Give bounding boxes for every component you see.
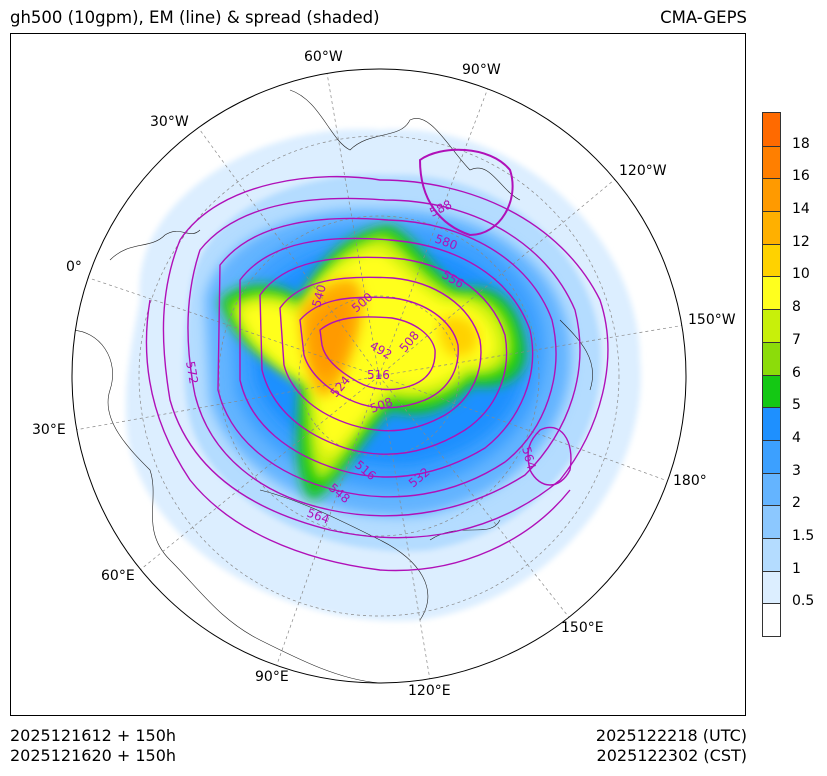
lon-label-120e: 120°E xyxy=(408,683,451,699)
colorbar-segment xyxy=(763,440,780,473)
colorbar-tick-label: 5 xyxy=(792,397,801,413)
colorbar-tick-label: 10 xyxy=(792,266,810,282)
valid-time-utc: 2025122218 (UTC) xyxy=(596,726,747,745)
lon-label-0: 0° xyxy=(66,259,82,275)
colorbar-segment xyxy=(763,309,780,342)
init-time-cst: 2025121620 + 150h xyxy=(10,746,176,765)
colorbar-segment xyxy=(763,375,780,408)
lon-label-180: 180° xyxy=(673,473,707,489)
init-time-utc: 2025121612 + 150h xyxy=(10,726,176,745)
colorbar xyxy=(762,112,781,637)
colorbar-segment xyxy=(763,178,780,211)
colorbar-tick-label: 16 xyxy=(792,168,810,184)
lon-label-150w: 150°W xyxy=(688,312,736,328)
colorbar-segment xyxy=(763,342,780,375)
colorbar-segment xyxy=(763,538,780,571)
colorbar-tick-label: 0.5 xyxy=(792,593,814,609)
lon-label-90w: 90°W xyxy=(462,62,501,78)
colorbar-segment xyxy=(763,211,780,244)
colorbar-tick-label: 3 xyxy=(792,463,801,479)
lon-label-60e: 60°E xyxy=(101,568,135,584)
colorbar-tick-label: 12 xyxy=(792,234,810,250)
lon-label-30w: 30°W xyxy=(150,114,189,130)
colorbar-segment xyxy=(763,407,780,440)
colorbar-segment xyxy=(763,113,780,146)
colorbar-segment xyxy=(763,244,780,277)
colorbar-tick-label: 4 xyxy=(792,430,801,446)
lon-label-30e: 30°E xyxy=(32,422,66,438)
colorbar-tick-label: 2 xyxy=(792,495,801,511)
colorbar-tick-label: 18 xyxy=(792,136,810,152)
colorbar-tick-label: 1.5 xyxy=(792,528,814,544)
polar-map: 588 580 556 540 500 492 508 516 524 508 … xyxy=(0,0,827,776)
colorbar-tick-label: 6 xyxy=(792,365,801,381)
colorbar-tick-label: 8 xyxy=(792,299,801,315)
colorbar-segment xyxy=(763,603,780,636)
colorbar-segment xyxy=(763,571,780,604)
colorbar-segment xyxy=(763,146,780,179)
colorbar-tick-label: 7 xyxy=(792,332,801,348)
lon-label-150e: 150°E xyxy=(561,620,604,636)
colorbar-tick-label: 1 xyxy=(792,561,801,577)
lon-label-90e: 90°E xyxy=(255,669,289,685)
contour-label: 516 xyxy=(367,368,390,382)
colorbar-segment xyxy=(763,276,780,309)
valid-time-cst: 2025122302 (CST) xyxy=(597,746,747,765)
colorbar-segment xyxy=(763,505,780,538)
colorbar-tick-label: 14 xyxy=(792,201,810,217)
lon-label-120w: 120°W xyxy=(619,163,667,179)
lon-label-60w: 60°W xyxy=(304,49,343,65)
colorbar-segment xyxy=(763,473,780,506)
